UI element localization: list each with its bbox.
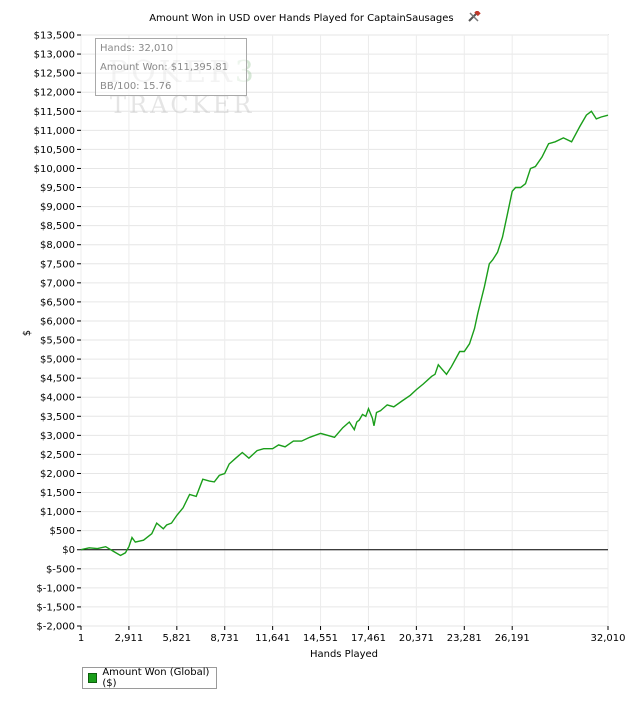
y-tick-label: $11,000 — [34, 126, 75, 137]
x-tick-label: 23,281 — [447, 633, 482, 644]
y-axis-ticks: $-2,000 $-1,500 $-1,000 $-500 $0 $500 $1,000 $1… — [34, 31, 81, 633]
y-tick-label: $-1,000 — [36, 583, 75, 594]
chart-title: Amount Won in USD over Hands Played for … — [149, 13, 454, 24]
x-tick-label: 32,010 — [591, 633, 626, 644]
y-tick-label: $0 — [62, 545, 75, 556]
x-tick-label: 8,731 — [210, 633, 239, 644]
tooltip-bb100: BB/100: 15.76 — [100, 81, 172, 92]
y-tick-label: $1,500 — [40, 488, 75, 499]
y-tick-label: $8,000 — [40, 240, 75, 251]
chart-title-row: Amount Won in USD over Hands Played for … — [0, 9, 630, 24]
y-tick-label: $7,000 — [40, 278, 75, 289]
y-tick-label: $500 — [50, 526, 75, 537]
x-tick-label: 17,461 — [351, 633, 386, 644]
y-tick-label: $2,000 — [40, 469, 75, 480]
y-tick-label: $2,500 — [40, 450, 75, 461]
y-tick-label: $3,500 — [40, 412, 75, 423]
y-tick-label: $12,000 — [34, 88, 75, 99]
y-tick-label: $1,000 — [40, 507, 75, 518]
x-tick-label: 14,551 — [303, 633, 338, 644]
x-tick-label: 11,641 — [255, 633, 290, 644]
wrench-hammer-icon[interactable] — [467, 9, 481, 23]
y-tick-label: $12,500 — [34, 69, 75, 80]
y-axis-label: $ — [22, 330, 33, 336]
tooltip-hands: Hands: 32,010 — [100, 43, 174, 54]
y-tick-label: $13,500 — [34, 31, 75, 42]
y-tick-label: $-1,500 — [36, 602, 75, 613]
y-tick-label: $10,500 — [34, 145, 75, 156]
x-tick-label: 20,371 — [399, 633, 434, 644]
y-tick-label: $-500 — [46, 564, 75, 575]
y-tick-label: $-2,000 — [36, 622, 75, 633]
legend-swatch — [88, 673, 98, 683]
x-tick-label: 2,911 — [115, 633, 144, 644]
x-axis-ticks: 1 2,911 5,821 8,731 11,641 14,551 17,461 20,371… — [78, 626, 626, 644]
tooltip-amount-won: Amount Won: $11,395.81 — [100, 62, 229, 73]
x-tick-label: 5,821 — [163, 633, 192, 644]
y-tick-label: $6,500 — [40, 297, 75, 308]
y-tick-label: $9,500 — [40, 183, 75, 194]
x-tick-label: 1 — [78, 633, 84, 644]
grid — [80, 34, 609, 627]
y-tick-label: $8,500 — [40, 221, 75, 232]
x-tick-label: 26,191 — [495, 633, 530, 644]
y-tick-label: $10,000 — [34, 164, 75, 175]
y-tick-label: $5,000 — [40, 355, 75, 366]
y-tick-label: $6,000 — [40, 316, 75, 327]
y-tick-label: $5,500 — [40, 336, 75, 347]
series-line-amount-won — [80, 110, 609, 557]
y-tick-label: $4,500 — [40, 374, 75, 385]
y-tick-label: $13,000 — [34, 50, 75, 61]
plot-area — [80, 34, 609, 627]
hover-tooltip: Hands: 32,010 Amount Won: $11,395.81 BB/… — [95, 38, 247, 96]
y-tick-label: $4,000 — [40, 393, 75, 404]
y-tick-label: $9,000 — [40, 202, 75, 213]
legend-label: Amount Won (Global) ($) — [102, 667, 210, 689]
x-axis-label: Hands Played — [310, 649, 378, 660]
y-tick-label: $3,000 — [40, 431, 75, 442]
y-tick-label: $11,500 — [34, 107, 75, 118]
legend: Amount Won (Global) ($) — [82, 667, 217, 689]
y-tick-label: $7,500 — [40, 259, 75, 270]
